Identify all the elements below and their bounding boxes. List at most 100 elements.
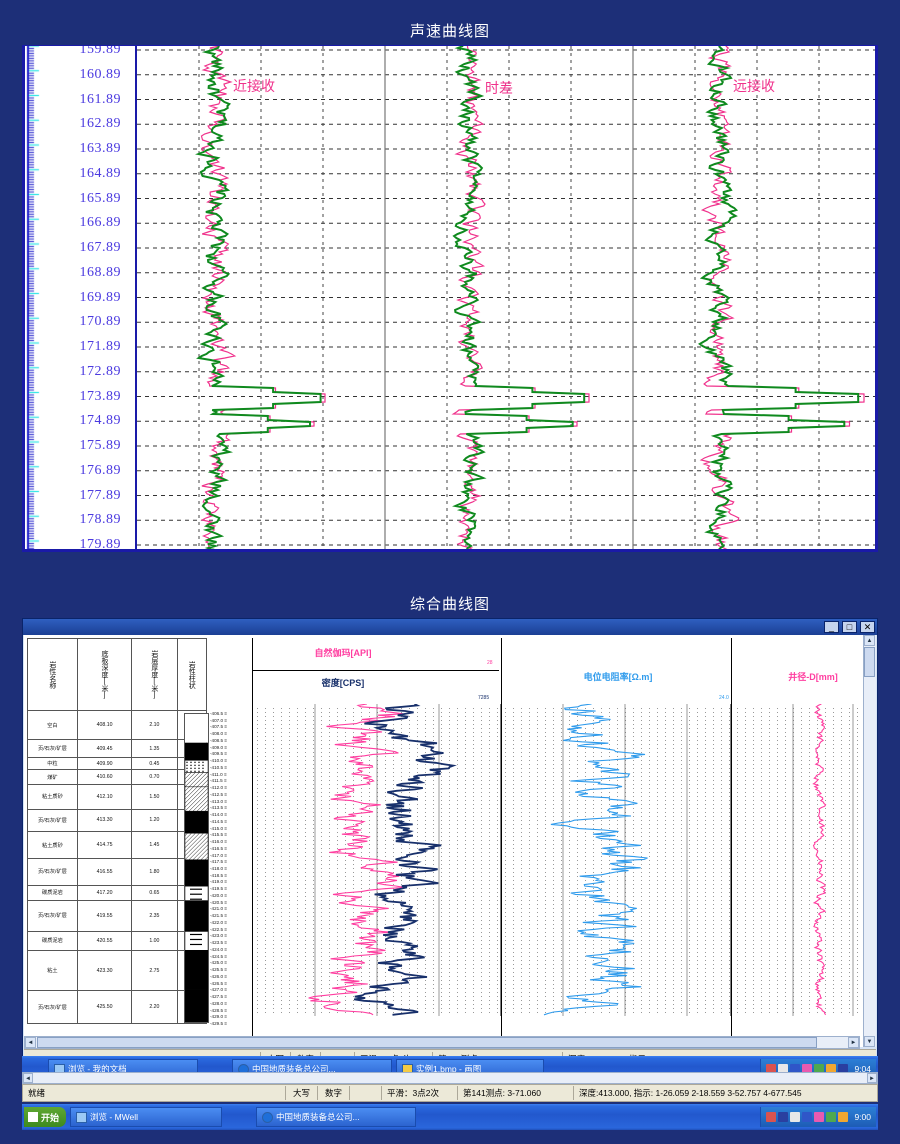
taskbar-item-label: 实例1.bmp - 画图	[416, 1064, 482, 1074]
table-row[interactable]: 空白 408.10 2.10	[27, 709, 208, 741]
restore-button[interactable]: □	[842, 621, 857, 633]
cell-lithology-name: 煤矿	[27, 769, 78, 785]
depth-tick: -420.0 ≡	[210, 892, 227, 898]
depth-scale-strip: -406.5 ≡ -407.0 ≡ -407.5 ≡ -408.0 ≡ -408.5 ≡…	[210, 711, 250, 1026]
depth-label: 163.89	[79, 141, 121, 156]
depth-tick: -423.0 ≡	[210, 933, 227, 939]
window-titlebar[interactable]: _ □ ✕	[23, 619, 877, 635]
ime-icon[interactable]	[778, 1112, 789, 1122]
depth-label: 170.89	[79, 314, 121, 330]
table-row[interactable]: 粘土质砂 414.75 1.45	[27, 831, 208, 860]
network-icon[interactable]	[766, 1064, 777, 1074]
cell-lithology-name: 粘土	[27, 949, 78, 992]
cell-thickness: 0.45	[131, 757, 178, 771]
network-icon[interactable]	[766, 1112, 777, 1122]
depth-tick: -416.5 ≡	[210, 845, 227, 851]
sonic-track-label-3: 远接收	[733, 78, 775, 94]
scale-gamma-max: 28	[487, 660, 493, 666]
shield-icon[interactable]	[826, 1064, 837, 1074]
scroll-up-arrow[interactable]: ▲	[864, 635, 875, 646]
table-row[interactable]: 粘土质砂 412.10 1.50	[27, 784, 208, 810]
sonic-chart-title: 声速曲线图	[409, 23, 490, 40]
scroll-down-arrow[interactable]: ▼	[864, 1036, 875, 1047]
printer-icon[interactable]	[814, 1064, 825, 1074]
bottom-horizontal-scrollbar[interactable]: ◄ ►	[22, 1072, 878, 1084]
depth-tick: -412.5 ≡	[210, 791, 227, 797]
depth-tick: -418.5 ≡	[210, 872, 227, 878]
volume-icon[interactable]	[778, 1064, 789, 1074]
close-button[interactable]: ✕	[860, 621, 875, 633]
depth-tick: -421.0 ≡	[210, 906, 227, 912]
cell-thickness: 0.70	[131, 769, 178, 785]
depth-tick: -408.5 ≡	[210, 737, 227, 743]
depth-tick: -410.5 ≡	[210, 764, 227, 770]
taskbar-item-label: 浏览 - MWell	[90, 1112, 139, 1122]
system-tray-bottom[interactable]: 9:00	[760, 1107, 876, 1127]
scroll-right-arrow[interactable]: ►	[848, 1037, 859, 1048]
depth-tick: -425.0 ≡	[210, 960, 227, 966]
start-button-label: 开始	[41, 1112, 60, 1123]
table-row[interactable]: 页/石灰/矿层 425.50 2.20	[27, 990, 208, 1024]
taskbar-bottom[interactable]: 开始 浏览 - MWell 中国地质装备总公司... 9:00	[22, 1104, 878, 1130]
cell-lithology-name: 粘土质砂	[27, 831, 78, 860]
table-row[interactable]: 煤矿 410.60 0.70	[27, 769, 208, 785]
cell-thickness: 1.50	[131, 784, 178, 810]
ie-icon	[262, 1111, 274, 1123]
status-ready: 就绪	[28, 1088, 46, 1098]
cell-thickness: 2.75	[131, 949, 178, 992]
depth-tick: -413.5 ≡	[210, 805, 227, 811]
sonic-depth-axis: 159.89 160.89 161.89 162.89 163.89 164.89 165.…	[41, 46, 121, 549]
taskbar-item-label: 中国地质装备总公司...	[252, 1064, 336, 1074]
table-row[interactable]: 页/石灰/矿层 409.45 1.35	[27, 739, 208, 759]
table-row[interactable]: 页/石灰/矿层 419.55 2.35	[27, 899, 208, 932]
depth-tick: -409.0 ≡	[210, 744, 227, 750]
depth-label: 172.89	[79, 363, 121, 379]
depth-label: 174.89	[79, 413, 121, 429]
table-row[interactable]: 页/石灰/矿层 416.55 1.80	[27, 858, 208, 886]
table-row[interactable]: 页/石灰/矿层 413.30 1.20	[27, 808, 208, 833]
palette-icon[interactable]	[802, 1064, 813, 1074]
media-icon[interactable]	[790, 1064, 801, 1074]
table-row[interactable]: 粘土 423.30 2.75	[27, 949, 208, 992]
media-icon[interactable]	[802, 1112, 813, 1122]
cell-lithology-name: 页/石灰/矿层	[27, 808, 78, 833]
start-button[interactable]: 开始	[24, 1107, 67, 1127]
cell-bottom-depth: 410.60	[76, 769, 133, 785]
cell-bottom-depth: 408.10	[76, 709, 133, 741]
scroll-thumb-vertical[interactable]	[864, 647, 875, 677]
cell-lithology-name: 碳质泥岩	[27, 884, 78, 901]
scale-resistivity-max: 24.0	[719, 695, 729, 701]
volume-icon[interactable]	[790, 1112, 801, 1122]
taskbar-item-mwell[interactable]: 浏览 - MWell	[70, 1107, 223, 1127]
client-vertical-scrollbar[interactable]: ▲ ▼	[863, 635, 876, 1047]
cell-bottom-depth: 416.55	[76, 858, 133, 886]
bottom-scroll-right-arrow[interactable]: ►	[867, 1073, 877, 1083]
cell-lithology-name: 空白	[27, 709, 78, 741]
table-row[interactable]: 碳质泥岩 417.20 0.65	[27, 884, 208, 901]
depth-tick: -427.0 ≡	[210, 987, 227, 993]
depth-label: 167.89	[79, 240, 121, 255]
window-horizontal-scrollbar[interactable]: ◄ ►	[24, 1036, 860, 1049]
table-header-row: 岩性名称 底板深度[米] 岩层厚度[米] 岩性柱状	[27, 638, 208, 711]
palette-icon[interactable]	[814, 1112, 825, 1122]
printer-icon[interactable]	[826, 1112, 837, 1122]
lithology-table-body: 空白 408.10 2.10 页/石灰/矿层 409.45 1.35 中粒 409.90 0.4…	[27, 709, 208, 1024]
depth-tick: -424.5 ≡	[210, 953, 227, 959]
bottom-scroll-left-arrow[interactable]: ◄	[23, 1073, 33, 1083]
header-divider-1	[253, 670, 499, 671]
minimize-button[interactable]: _	[824, 621, 839, 633]
table-row[interactable]: 中粒 409.90 0.45	[27, 757, 208, 771]
shield-icon[interactable]	[838, 1112, 849, 1122]
scroll-thumb-horizontal[interactable]	[37, 1037, 817, 1048]
table-row[interactable]: 碳质泥岩 420.55 1.00	[27, 930, 208, 951]
depth-tick: -428.5 ≡	[210, 1007, 227, 1013]
ime-icon[interactable]	[838, 1064, 849, 1074]
cell-bottom-depth: 409.90	[76, 757, 133, 771]
comprehensive-window: _ □ ✕ 岩性名称 底板深度[米] 岩层厚度[米] 岩性柱状 空白 408.10…	[22, 618, 878, 1090]
status-caps: 大写	[285, 1086, 317, 1100]
header-bottom-depth: 底板深度[米]	[76, 638, 133, 711]
scroll-left-arrow[interactable]: ◄	[25, 1037, 36, 1048]
cell-thickness: 1.80	[131, 858, 178, 886]
taskbar-item-company[interactable]: 中国地质装备总公司...	[256, 1107, 417, 1127]
